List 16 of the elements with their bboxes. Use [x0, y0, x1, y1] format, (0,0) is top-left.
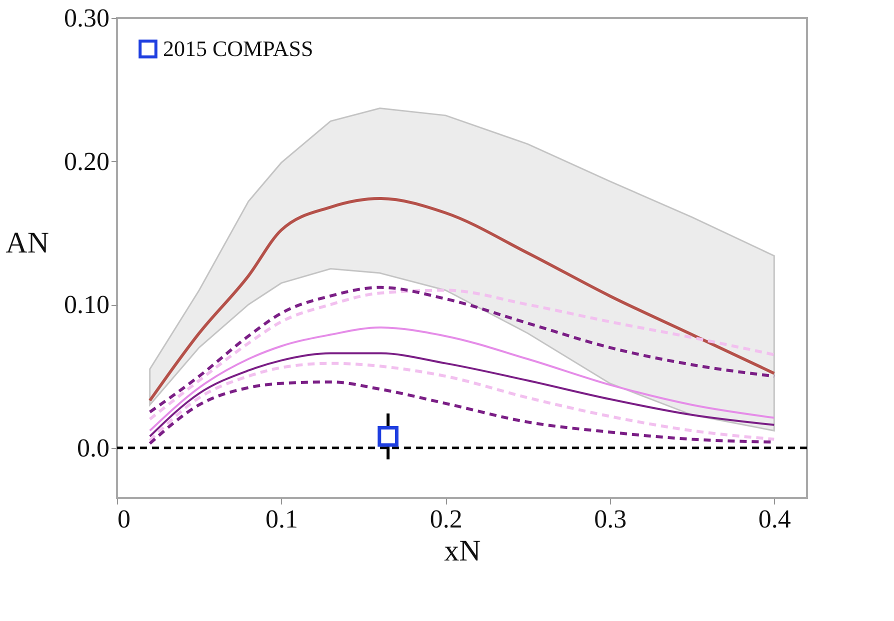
- x-axis-title: xN: [444, 534, 481, 568]
- y-tick-label: 0.0: [77, 433, 110, 462]
- x-tick-label: 0.1: [266, 504, 298, 534]
- y-axis-title: AN: [6, 226, 49, 260]
- line-series: [148, 362, 776, 442]
- line-series: [148, 197, 776, 402]
- legend-label: 2015 COMPASS: [163, 36, 314, 61]
- line-series: [148, 352, 776, 438]
- x-tick-label: 0.4: [758, 504, 791, 534]
- y-tick-label: 0.20: [64, 146, 110, 176]
- x-tick-label: 0: [118, 504, 130, 534]
- x-tick-label: 0.2: [430, 504, 462, 534]
- y-tick-label: 0.30: [64, 4, 110, 32]
- y-tick-label: 0.10: [64, 290, 110, 320]
- x-tick-label: 0.3: [594, 504, 627, 534]
- line-series: [148, 326, 776, 432]
